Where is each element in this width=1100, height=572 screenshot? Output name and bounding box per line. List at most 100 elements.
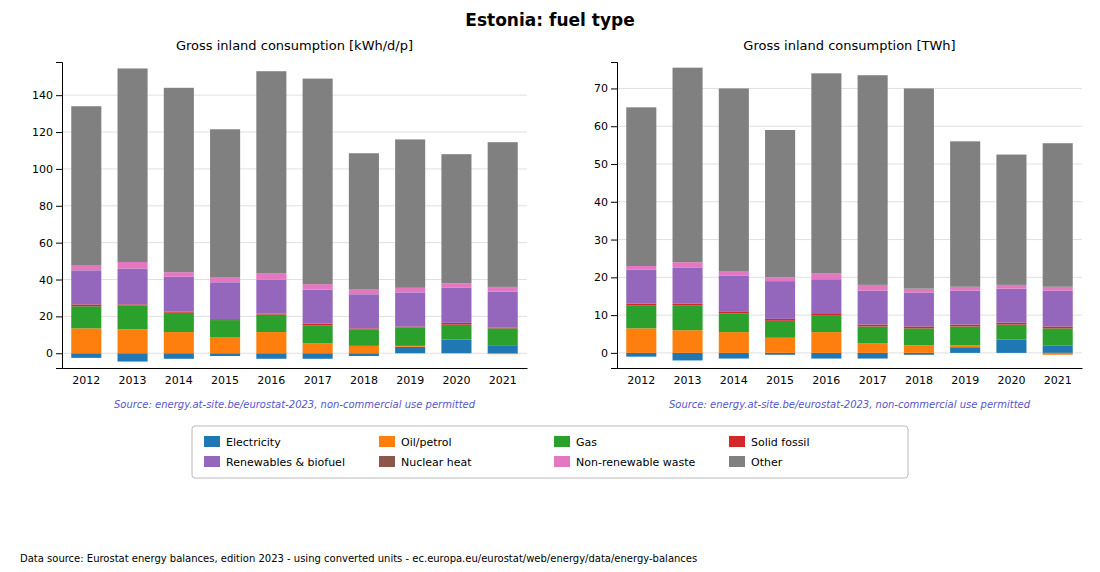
bar [904,326,934,328]
bar [256,332,286,353]
x-tick-label: 2013 [674,374,702,387]
x-tick-label: 2014 [720,374,748,387]
x-tick: 2020 [997,368,1025,387]
legend-item: Electricity [204,436,281,449]
legend-frame [192,426,908,478]
bar [488,287,518,292]
bar [441,323,471,325]
bar [441,339,471,353]
bar [303,353,333,359]
bar [996,325,1026,340]
bar [349,294,379,328]
x-tick-label: 2016 [257,374,285,387]
bar [765,281,795,319]
y-tick-mark [611,88,617,89]
bar [811,353,841,359]
footer: Data source: Eurostat energy balances, e… [20,553,697,564]
x-tick: 2021 [1044,368,1072,387]
legend-swatch [554,456,570,467]
bar [1043,287,1073,291]
annotation: Source: energy.at-site.be/eurostat-2023,… [114,399,476,410]
y-tick: 140 [32,89,62,102]
bar [719,275,749,311]
bar [673,304,703,306]
bar [950,287,980,291]
legend-item: Other [729,456,783,469]
x-tick-label: 2021 [489,374,517,387]
x-tick: 2012 [627,368,655,387]
y-tick-label: 60 [39,237,53,250]
bar [811,313,841,315]
bar [71,106,101,265]
bar [950,352,980,353]
bar [719,88,749,271]
figure-title: Estonia: fuel type [465,10,634,30]
x-tick: 2013 [119,368,147,387]
x-tick-label: 2019 [396,374,424,387]
bar [303,79,333,285]
x-tick: 2018 [905,368,933,387]
panel: 0204060801001201402012201320142015201620… [32,38,528,410]
bar [441,288,471,323]
bar [118,353,148,361]
bar [1043,326,1073,328]
y-tick: 120 [32,126,62,139]
bar [626,270,656,304]
x-tick: 2017 [304,368,332,387]
y-tick-mark [56,206,62,207]
bar [904,345,934,353]
bar [626,328,656,353]
y-tick: 40 [39,274,62,287]
bar [441,353,471,354]
x-tick: 2019 [396,368,424,387]
x-tick: 2020 [442,368,470,387]
bar [256,273,286,279]
bar [673,353,703,361]
y-tick-label: 0 [46,347,53,360]
bar [765,353,795,355]
bar [626,266,656,270]
y-tick-label: 10 [594,309,608,322]
x-tick-label: 2018 [905,374,933,387]
bar [395,292,425,326]
bar [719,272,749,276]
x-tick-label: 2019 [951,374,979,387]
legend-label: Solid fossil [751,436,809,449]
y-tick: 30 [594,234,617,247]
y-tick-label: 100 [32,163,53,176]
bar [858,75,888,285]
bar [719,353,749,359]
bar [118,305,148,329]
y-tick-label: 60 [594,120,608,133]
bar [210,353,240,354]
bar [256,71,286,273]
y-tick-mark [611,202,617,203]
legend-item: Gas [554,436,597,449]
bar [488,328,518,346]
y-axis-line [611,63,618,369]
chart-title: Gross inland consumption [kWh/d/p] [176,38,413,53]
bar [673,352,703,353]
bar [673,306,703,331]
y-tick-label: 120 [32,126,53,139]
legend-item: Nuclear heat [379,456,472,469]
bar [164,353,194,359]
bars [626,68,1072,361]
y-axis: 010203040506070 [594,63,618,369]
bar [164,332,194,353]
bar [488,353,518,354]
y-tick-mark [56,169,62,170]
y-tick-mark [611,353,617,354]
bar [626,304,656,306]
y-tick: 100 [32,163,62,176]
legend-label: Oil/petrol [401,436,452,449]
x-tick-label: 2021 [1044,374,1072,387]
y-tick-label: 30 [594,234,608,247]
bar [71,270,101,304]
x-tick: 2019 [951,368,979,387]
x-tick-label: 2014 [165,374,193,387]
y-tick-mark [611,240,617,241]
bar [904,328,934,345]
bar [349,353,379,356]
bar [950,325,980,327]
